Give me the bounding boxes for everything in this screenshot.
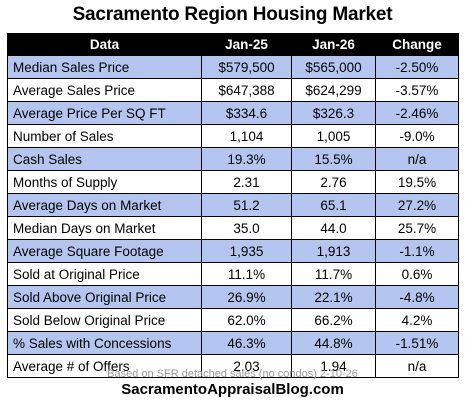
row-label: Average Square Footage bbox=[7, 239, 202, 263]
cell-jan-26: 15.5% bbox=[291, 147, 376, 171]
row-label: % Sales with Concessions bbox=[7, 331, 202, 355]
table-header-row: Data Jan-25 Jan-26 Change bbox=[7, 33, 459, 56]
cell-jan-26: 22.1% bbox=[291, 285, 376, 309]
row-label: Sold Above Original Price bbox=[7, 285, 202, 309]
table-row: Average Price Per SQ FT $334.6 $326.3 -2.46… bbox=[7, 101, 459, 125]
table-row: Sold at Original Price 11.1% 11.7% 0.6% bbox=[7, 262, 459, 286]
table-row: Median Sales Price $579,500 $565,000 -2.50% bbox=[7, 55, 459, 79]
cell-jan-26: 1,913 bbox=[291, 239, 376, 263]
table-row: Months of Supply 2.31 2.76 19.5% bbox=[7, 170, 459, 194]
cell-jan-25: $647,388 bbox=[201, 78, 292, 102]
table-row: Average Days on Market 51.2 65.1 27.2% bbox=[7, 193, 459, 217]
row-label: Average Price Per SQ FT bbox=[7, 101, 202, 125]
row-label: Average # of Offers bbox=[7, 354, 202, 378]
table-row: Number of Sales 1,104 1,005 -9.0% bbox=[7, 124, 459, 148]
cell-jan-25: 46.3% bbox=[201, 331, 292, 355]
row-label: Cash Sales bbox=[7, 147, 202, 171]
header-data: Data bbox=[7, 33, 202, 56]
table-body: Median Sales Price $579,500 $565,000 -2.50%… bbox=[7, 55, 459, 378]
cell-jan-25: 11.1% bbox=[201, 262, 292, 286]
row-label: Months of Supply bbox=[7, 170, 202, 194]
cell-change: -4.8% bbox=[375, 285, 459, 309]
table-row: Average # of Offers 2.03 1.94 n/a bbox=[7, 354, 459, 378]
cell-jan-26: $326.3 bbox=[291, 101, 376, 125]
page-title: Sacramento Region Housing Market bbox=[72, 4, 393, 25]
cell-jan-26: 44.0 bbox=[291, 216, 376, 240]
row-label: Number of Sales bbox=[7, 124, 202, 148]
row-label: Average Days on Market bbox=[7, 193, 202, 217]
cell-jan-25: 2.03 bbox=[201, 354, 292, 378]
header-jan-25: Jan-25 bbox=[201, 33, 292, 56]
footnote: Based on SFR detached sales (no condos) … bbox=[107, 368, 358, 380]
cell-change: -2.46% bbox=[375, 101, 459, 125]
cell-change: -3.57% bbox=[375, 78, 459, 102]
cell-change: 19.5% bbox=[375, 170, 459, 194]
cell-change: -1.51% bbox=[375, 331, 459, 355]
cell-jan-25: 26.9% bbox=[201, 285, 292, 309]
cell-jan-25: 62.0% bbox=[201, 308, 292, 332]
cell-jan-25: 2.31 bbox=[201, 170, 292, 194]
table-row: % Sales with Concessions 46.3% 44.8% -1.51% bbox=[7, 331, 459, 355]
table-row: Cash Sales 19.3% 15.5% n/a bbox=[7, 147, 459, 171]
cell-jan-25: 35.0 bbox=[201, 216, 292, 240]
row-label: Sold Below Original Price bbox=[7, 308, 202, 332]
cell-jan-26: 11.7% bbox=[291, 262, 376, 286]
housing-market-table: Data Jan-25 Jan-26 Change Median Sales P… bbox=[7, 33, 459, 378]
header-change: Change bbox=[375, 33, 459, 56]
cell-jan-26: 65.1 bbox=[291, 193, 376, 217]
row-label: Median Days on Market bbox=[7, 216, 202, 240]
table-row: Sold Above Original Price 26.9% 22.1% -4.8% bbox=[7, 285, 459, 309]
cell-change: -2.50% bbox=[375, 55, 459, 79]
table-row: Median Days on Market 35.0 44.0 25.7% bbox=[7, 216, 459, 240]
cell-jan-25: 51.2 bbox=[201, 193, 292, 217]
cell-change: -1.1% bbox=[375, 239, 459, 263]
cell-change: n/a bbox=[375, 147, 459, 171]
cell-jan-25: $579,500 bbox=[201, 55, 292, 79]
cell-change: 27.2% bbox=[375, 193, 459, 217]
table-row: Average Square Footage 1,935 1,913 -1.1% bbox=[7, 239, 459, 263]
website-label: SacramentoAppraisalBlog.com bbox=[121, 381, 344, 398]
row-label: Median Sales Price bbox=[7, 55, 202, 79]
table-row: Average Sales Price $647,388 $624,299 -3.57… bbox=[7, 78, 459, 102]
cell-change: 25.7% bbox=[375, 216, 459, 240]
cell-change: -9.0% bbox=[375, 124, 459, 148]
cell-jan-26: 44.8% bbox=[291, 331, 376, 355]
cell-jan-25: 1,935 bbox=[201, 239, 292, 263]
header-jan-26: Jan-26 bbox=[291, 33, 376, 56]
cell-change: 0.6% bbox=[375, 262, 459, 286]
cell-jan-26: 66.2% bbox=[291, 308, 376, 332]
row-label: Sold at Original Price bbox=[7, 262, 202, 286]
cell-jan-25: 1,104 bbox=[201, 124, 292, 148]
cell-change: n/a bbox=[375, 354, 459, 378]
cell-jan-25: $334.6 bbox=[201, 101, 292, 125]
cell-change: 4.2% bbox=[375, 308, 459, 332]
cell-jan-26: 2.76 bbox=[291, 170, 376, 194]
cell-jan-26: $565,000 bbox=[291, 55, 376, 79]
cell-jan-26: 1,005 bbox=[291, 124, 376, 148]
cell-jan-25: 19.3% bbox=[201, 147, 292, 171]
row-label: Average Sales Price bbox=[7, 78, 202, 102]
cell-jan-26: $624,299 bbox=[291, 78, 376, 102]
table-row: Sold Below Original Price 62.0% 66.2% 4.2% bbox=[7, 308, 459, 332]
